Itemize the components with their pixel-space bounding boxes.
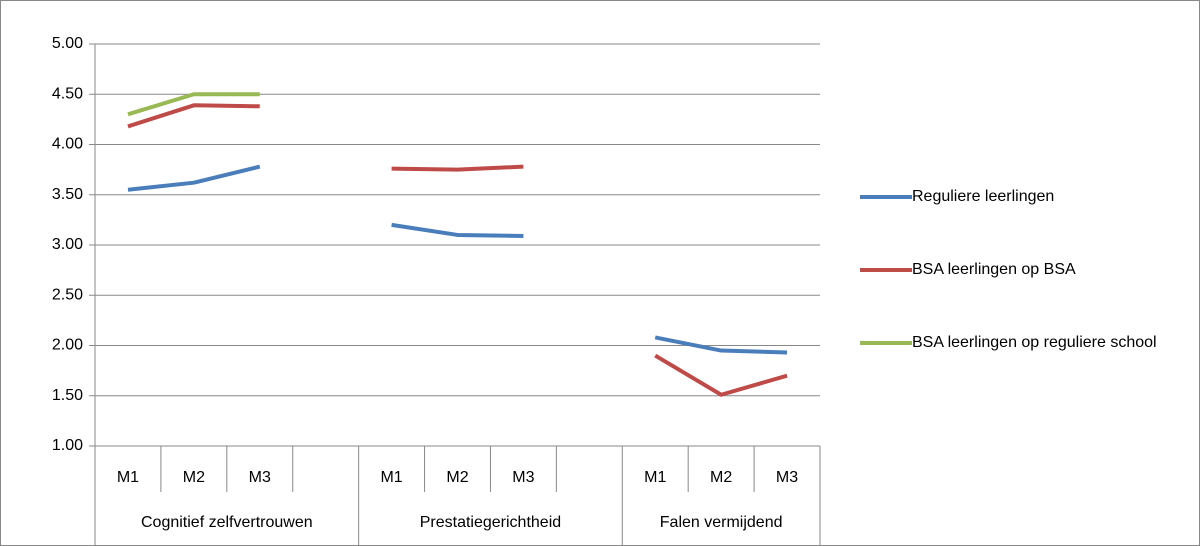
x-group-label: Prestatiegerichtheid: [420, 514, 561, 531]
x-tick-label: M3: [512, 469, 534, 486]
y-tick-label: 5.00: [52, 35, 83, 52]
legend-label: BSA leerlingen op BSA: [912, 261, 1076, 278]
y-tick-label: 3.00: [52, 236, 83, 253]
legend-item: BSA leerlingen op reguliere school: [860, 330, 1182, 356]
legend-label: Reguliere leerlingen: [912, 188, 1055, 205]
y-tick-label: 3.50: [52, 186, 83, 203]
y-tick-label: 1.50: [52, 387, 83, 404]
legend-swatch: [860, 341, 912, 345]
y-tick-label: 1.00: [52, 437, 83, 454]
series-line: [127, 164, 788, 355]
series-line: [127, 103, 788, 397]
x-tick-label: M2: [183, 469, 205, 486]
x-tick-label: M3: [249, 469, 271, 486]
x-tick-label: M1: [380, 469, 402, 486]
y-tick-label: 4.00: [52, 136, 83, 153]
y-tick-label: 4.50: [52, 85, 83, 102]
x-group-label: Falen vermijdend: [660, 514, 783, 531]
legend-swatch: [860, 195, 912, 199]
y-tick-label: 2.00: [52, 337, 83, 354]
x-group-label: Cognitief zelfvertrouwen: [141, 514, 313, 531]
legend-item: Reguliere leerlingen: [860, 184, 1182, 210]
y-tick-label: 2.50: [52, 286, 83, 303]
x-tick-label: M1: [117, 469, 139, 486]
x-tick-label: M1: [644, 469, 666, 486]
x-tick-label: M3: [776, 469, 798, 486]
x-tick-label: M2: [446, 469, 468, 486]
legend-item: BSA leerlingen op BSA: [860, 257, 1182, 283]
legend-swatch: [860, 268, 912, 272]
x-tick-label: M2: [710, 469, 732, 486]
series-line: [127, 92, 260, 117]
legend-label: BSA leerlingen op reguliere school: [912, 334, 1157, 351]
